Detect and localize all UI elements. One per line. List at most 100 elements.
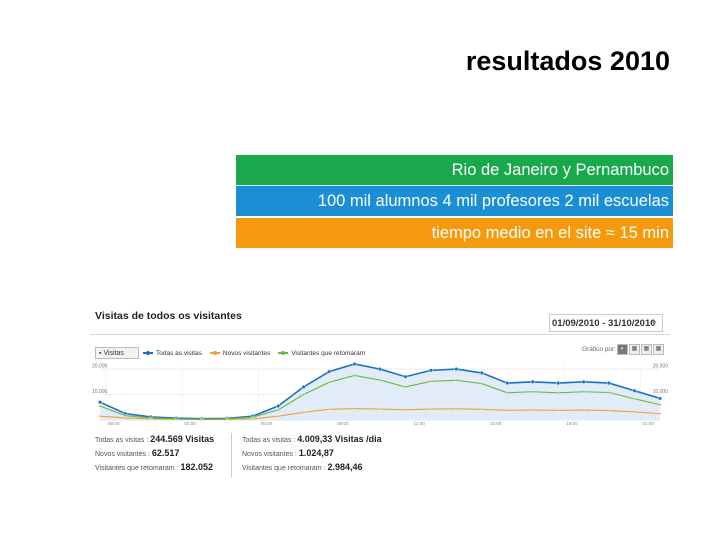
data-point — [302, 411, 305, 414]
data-point — [455, 378, 458, 382]
legend-swatch — [209, 350, 220, 355]
data-point — [98, 404, 102, 408]
data-point — [149, 416, 153, 420]
x-tick-label: 12:00 — [413, 421, 425, 426]
data-point — [582, 408, 585, 412]
data-point — [607, 409, 611, 412]
chart-icon: ▪ — [99, 350, 104, 357]
data-point — [607, 391, 611, 394]
data-point — [505, 391, 509, 395]
view-year-button[interactable]: ▦ — [653, 344, 664, 355]
data-point — [404, 385, 407, 389]
data-point — [276, 408, 280, 412]
stat-row: Novos visitantes : 1.024,87 — [242, 448, 334, 458]
data-point — [378, 378, 382, 382]
visits-line-chart: 20.000 20.000 10.000 10.000 00:00 03:00 06:00 0… — [92, 361, 668, 426]
data-point — [428, 368, 433, 373]
view-month-button[interactable]: ▦ — [641, 344, 652, 355]
data-point — [98, 414, 102, 418]
data-point — [582, 390, 585, 394]
data-point — [327, 369, 332, 374]
divider — [90, 334, 670, 335]
data-point — [276, 414, 280, 418]
slide-title: resultados 2010 — [465, 46, 670, 76]
chart-legend: ▪ Visitas Todas as visitas Novos visitan… — [95, 346, 373, 360]
data-point — [479, 370, 484, 375]
stats-divider — [231, 433, 232, 478]
legend-item-new[interactable]: Novos visitantes — [209, 350, 270, 357]
data-point — [175, 417, 178, 421]
data-point — [556, 391, 560, 395]
chart-by-label: Gráfico por: — [582, 346, 616, 353]
stat-row: Visitantes que retomaram : 182.052 — [95, 462, 214, 472]
date-range-selector[interactable]: 01/09/2010 - 31/10/2010 ▼ — [549, 314, 663, 332]
x-tick-label: 18:00 — [566, 421, 578, 426]
data-point — [97, 400, 102, 405]
x-tick-label: 06:00 — [261, 421, 273, 426]
data-point — [531, 408, 535, 412]
data-point — [658, 412, 662, 415]
x-tick-label: 21:00 — [643, 421, 655, 426]
data-point — [378, 367, 383, 372]
stat-row: Todas as visitas : 4.009,33 Visitas /dia — [242, 434, 382, 444]
data-point — [633, 397, 636, 401]
legend-item-all[interactable]: Todas as visitas — [143, 350, 202, 357]
stats-daily: Todas as visitas : 4.009,33 Visitas /dia… — [242, 433, 382, 475]
data-point — [505, 381, 510, 386]
data-point — [276, 404, 281, 409]
y-tick-label-left: 20.000 — [92, 364, 108, 370]
stat-row: Todas as visitas : 244.569 Visitas — [95, 434, 215, 444]
data-point — [455, 407, 458, 411]
data-point — [658, 396, 663, 401]
data-point — [403, 374, 408, 379]
series-area-all — [100, 364, 660, 420]
data-point — [556, 381, 561, 386]
data-point — [124, 414, 127, 417]
data-point — [531, 390, 535, 394]
data-point — [633, 410, 636, 414]
data-point — [607, 381, 612, 386]
data-point — [480, 408, 484, 411]
stat-row: Visitantes que retomaram : 2.984,46 — [242, 462, 363, 472]
band-audience: 100 mil alumnos 4 mil profesores 2 mil e… — [236, 186, 673, 216]
view-day-button[interactable]: ◐ — [617, 344, 628, 355]
y-tick-label-left: 10.000 — [92, 389, 108, 395]
legend-item-returning[interactable]: Visitantes que retomaram — [278, 350, 365, 357]
analytics-title: Visitas de todos os visitantes — [95, 310, 242, 322]
legend-swatch — [278, 350, 289, 355]
band-region: Rio de Janeiro y Pernambuco — [236, 155, 673, 185]
analytics-panel: Visitas de todos os visitantes 01/09/201… — [90, 300, 670, 490]
x-tick-label: 09:00 — [337, 421, 349, 426]
data-point — [404, 408, 407, 412]
data-point — [327, 408, 331, 411]
legend-swatch — [143, 350, 153, 355]
data-point — [327, 381, 331, 384]
data-point — [556, 409, 560, 412]
x-tick-label: 15:00 — [490, 421, 502, 426]
band-average-time: tiempo medio en el site ≈ 15 min — [236, 218, 673, 248]
stats-totals: Todas as visitas : 244.569 Visitas Novos… — [95, 433, 214, 475]
view-buttons: ◐ ▦ ▦ ▦ — [617, 344, 664, 355]
data-point — [505, 409, 509, 412]
chevron-down-icon: ▼ — [650, 319, 658, 328]
data-point — [353, 374, 356, 377]
data-point — [353, 407, 356, 410]
data-point — [480, 382, 484, 385]
x-tick-label: 00:00 — [108, 421, 120, 426]
view-week-button[interactable]: ▦ — [629, 344, 640, 355]
data-point — [302, 393, 305, 396]
data-point — [429, 407, 433, 411]
data-point — [530, 379, 535, 384]
x-tick-label: 03:00 — [184, 421, 196, 426]
data-point — [124, 416, 127, 420]
stat-row: Novos visitantes : 62.517 — [95, 448, 180, 458]
data-point — [429, 380, 433, 383]
data-point — [225, 417, 229, 421]
metric-select-button[interactable]: ▪ Visitas — [95, 347, 139, 359]
data-point — [378, 407, 382, 411]
data-point — [581, 379, 586, 384]
data-point — [251, 415, 255, 419]
data-point — [658, 403, 662, 407]
data-point — [301, 384, 306, 389]
data-point — [632, 388, 637, 393]
